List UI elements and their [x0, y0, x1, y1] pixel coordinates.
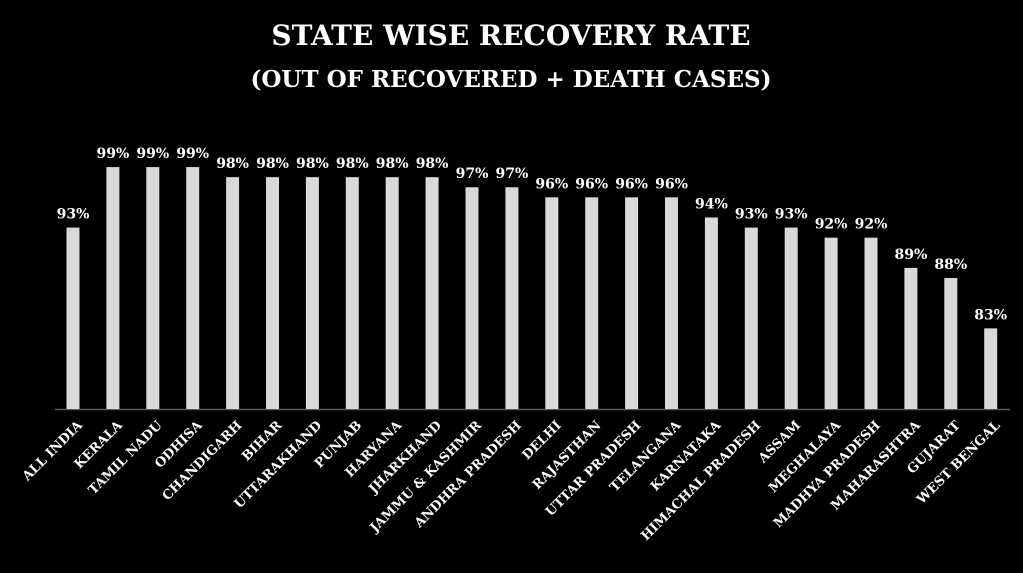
bar [864, 237, 878, 409]
data-label: 97% [496, 166, 529, 182]
bar [545, 197, 559, 409]
data-label: 96% [655, 176, 688, 192]
data-label: 98% [256, 156, 289, 172]
data-label: 92% [815, 217, 848, 233]
bar [744, 227, 758, 409]
data-label: 98% [376, 156, 409, 172]
data-label: 89% [895, 247, 928, 263]
data-label: 99% [136, 146, 169, 162]
data-label: 98% [336, 156, 369, 172]
bar [904, 267, 918, 409]
data-label: 93% [57, 207, 90, 223]
bar [266, 177, 279, 409]
data-label: 88% [934, 257, 967, 273]
bar [704, 217, 718, 409]
bar [465, 187, 479, 409]
data-label: 96% [535, 176, 568, 192]
bar [305, 177, 319, 409]
bar [944, 277, 958, 409]
data-label: 99% [97, 146, 130, 162]
data-label: 98% [216, 156, 249, 172]
data-label: 99% [176, 146, 209, 162]
data-label: 98% [296, 156, 329, 172]
bar [625, 197, 639, 409]
bar [345, 177, 359, 409]
data-label: 92% [855, 217, 888, 233]
bar [66, 227, 80, 409]
bar [146, 167, 160, 409]
data-label: 98% [416, 156, 449, 172]
data-label: 97% [456, 166, 489, 182]
bar [106, 167, 120, 409]
bar [665, 197, 678, 409]
bar [226, 177, 240, 409]
data-label: 94% [695, 196, 728, 212]
data-label: 96% [615, 176, 648, 192]
bar [425, 177, 439, 409]
bar [824, 237, 838, 409]
data-label: 93% [735, 207, 768, 223]
data-label: 96% [575, 176, 608, 192]
chart-title: STATE WISE RECOVERY RATE [271, 19, 750, 52]
chart-subtitle: (OUT OF RECOVERED + DEATH CASES) [250, 66, 771, 93]
bar [186, 167, 200, 409]
bar [505, 187, 519, 409]
bar [385, 177, 399, 409]
bar [984, 328, 998, 409]
bar [585, 197, 599, 409]
data-label: 83% [974, 307, 1007, 323]
data-label: 93% [775, 207, 808, 223]
bar [784, 227, 798, 409]
